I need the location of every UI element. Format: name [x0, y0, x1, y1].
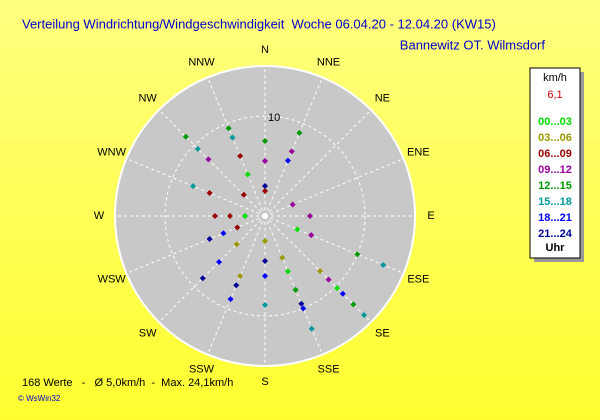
data-point [225, 125, 232, 132]
direction-label: WNW [97, 146, 126, 158]
data-point [229, 134, 236, 141]
spoke [264, 215, 404, 274]
data-point [307, 213, 313, 219]
data-point [339, 290, 346, 297]
data-point [380, 261, 387, 268]
legend-entry: 03...06 [538, 132, 572, 144]
legend-entry: 21...24 [538, 228, 573, 240]
data-point [298, 300, 305, 307]
direction-label: SE [375, 327, 390, 339]
direction-label: NNW [188, 57, 215, 69]
data-point [237, 152, 244, 159]
legend-value: 6,1 [547, 89, 562, 101]
data-point [262, 258, 268, 264]
spoke [264, 77, 323, 217]
direction-label: N [261, 44, 269, 56]
spoke [207, 77, 266, 217]
data-point [325, 276, 332, 283]
data-point [300, 305, 307, 312]
data-point [289, 201, 296, 208]
direction-label: W [94, 210, 105, 222]
direction-label: ENE [407, 146, 430, 158]
data-point [292, 286, 299, 293]
direction-label: SSE [318, 363, 340, 375]
spoke [264, 158, 404, 217]
data-point [182, 133, 189, 140]
direction-label: SW [139, 327, 157, 339]
data-point [262, 302, 268, 308]
legend-title: km/h [543, 72, 567, 84]
grid-ring [164, 115, 366, 317]
credit: © WsWin32 [18, 394, 61, 403]
data-point [205, 156, 212, 163]
data-point [234, 224, 241, 231]
chart-title: Verteilung Windrichtung/Windgeschwindigk… [22, 16, 496, 31]
direction-label: NW [138, 93, 157, 105]
direction-label: NNE [317, 57, 340, 69]
data-point [227, 213, 233, 219]
data-point [240, 191, 247, 198]
data-point [244, 171, 251, 178]
direction-label: NE [375, 93, 390, 105]
data-point [233, 241, 240, 248]
spoke [264, 215, 323, 355]
data-point [294, 226, 301, 233]
legend-entry: 06...09 [538, 148, 572, 160]
data-point [220, 230, 227, 237]
spoke [126, 158, 266, 217]
data-point [233, 282, 240, 289]
data-point [284, 268, 291, 275]
direction-label: WSW [98, 273, 127, 285]
data-point [262, 138, 268, 144]
data-point [262, 183, 268, 189]
data-point [216, 258, 223, 265]
data-point [350, 301, 357, 308]
data-point [317, 268, 324, 275]
data-point [227, 296, 234, 303]
data-point [206, 190, 213, 197]
direction-label: ESE [407, 273, 429, 285]
data-point [194, 145, 201, 152]
data-point [262, 238, 268, 244]
spoke [126, 215, 266, 274]
data-point [237, 273, 244, 280]
spoke [264, 109, 372, 217]
data-point [360, 311, 367, 318]
legend-entry: 12...15 [538, 180, 572, 192]
direction-label: SSW [189, 363, 215, 375]
data-point [262, 158, 268, 164]
data-point [199, 275, 206, 282]
data-point [308, 325, 315, 332]
data-point [212, 213, 218, 219]
legend-entry: 09...12 [538, 164, 572, 176]
direction-label: S [261, 376, 268, 388]
footer: 168 Werte - Ø 5,0km/h - Max. 24,1km/h [22, 377, 233, 389]
data-point [284, 157, 291, 164]
data-point [334, 285, 341, 292]
data-point [288, 148, 295, 155]
data-point [262, 273, 268, 279]
direction-label: E [427, 210, 434, 222]
spoke [158, 109, 266, 217]
data-point [354, 251, 361, 258]
data-point [308, 232, 315, 239]
legend-entry: 18...21 [538, 212, 572, 224]
spoke [264, 215, 372, 323]
legend-entry: 15...18 [538, 196, 572, 208]
data-point [296, 129, 303, 136]
data-point [189, 183, 196, 190]
spoke [158, 215, 266, 323]
data-point [242, 213, 248, 219]
data-point [206, 235, 213, 242]
chart-subtitle: Bannewitz OT. Wilmsdorf [400, 37, 546, 52]
legend-entry: 00...03 [538, 116, 572, 128]
legend-footer: Uhr [546, 242, 566, 254]
r-tick-label: 10 [268, 112, 280, 124]
data-point [262, 188, 268, 194]
data-point [279, 254, 286, 261]
legend-box [529, 67, 581, 259]
